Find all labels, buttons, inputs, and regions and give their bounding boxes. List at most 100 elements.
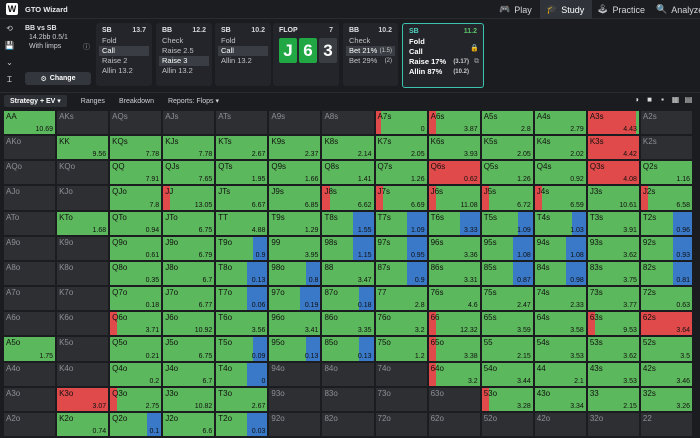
hand-cell[interactable]: 82o: [321, 411, 375, 437]
hand-cell[interactable]: 54o 3.44: [480, 361, 534, 387]
hand-cell[interactable]: 96s 3.36: [427, 235, 481, 261]
action-item[interactable]: Raise 3: [159, 56, 209, 66]
hand-cell[interactable]: T2o 0.03: [215, 411, 269, 437]
action-item[interactable]: Fold: [102, 36, 117, 45]
hand-cell[interactable]: K6s 3.93: [427, 135, 481, 161]
hand-cell[interactable]: K8s 2.14: [321, 135, 375, 161]
action-item[interactable]: Call: [218, 46, 268, 56]
hand-cell[interactable]: QTo 0.94: [109, 210, 163, 236]
hand-cell[interactable]: TT 4.88: [215, 210, 269, 236]
hand-cell[interactable]: 43o 3.34: [533, 386, 587, 412]
hand-cell[interactable]: 33 2.15: [586, 386, 640, 412]
hand-cell[interactable]: K9o: [56, 235, 110, 261]
hand-cell[interactable]: 52o: [480, 411, 534, 437]
save-icon[interactable]: 💾: [4, 41, 15, 50]
hand-cell[interactable]: 44 2.1: [533, 361, 587, 387]
hand-cell[interactable]: Q9o 0.61: [109, 235, 163, 261]
hand-cell[interactable]: T4o 0: [215, 361, 269, 387]
hand-cell[interactable]: 98s 1.15: [321, 235, 375, 261]
hand-cell[interactable]: J2o 6.6: [162, 411, 216, 437]
nav-study[interactable]: 🎓 Study: [540, 0, 592, 19]
hand-cell[interactable]: 64o 3.2: [427, 361, 481, 387]
hand-cell[interactable]: T4s 1.03: [533, 210, 587, 236]
hand-cell[interactable]: A6o: [3, 311, 57, 337]
hand-cell[interactable]: J3o 10.82: [162, 386, 216, 412]
hand-cell[interactable]: J2s 6.58: [639, 185, 693, 211]
hand-cell[interactable]: K6o: [56, 311, 110, 337]
hand-cell[interactable]: 93o: [268, 386, 322, 412]
hand-cell[interactable]: 55 2.15: [480, 336, 534, 362]
action-item[interactable]: Check: [343, 36, 398, 46]
hand-cell[interactable]: 72s 0.63: [639, 286, 693, 312]
action-item[interactable]: Bet 21% (1.5): [346, 46, 395, 56]
change-button[interactable]: ⚙ Change: [25, 72, 91, 85]
hand-cell[interactable]: J5o 6.75: [162, 336, 216, 362]
hand-cell[interactable]: 53o 3.28: [480, 386, 534, 412]
hand-cell[interactable]: Q8o 0.35: [109, 260, 163, 287]
hand-cell[interactable]: 42s 3.46: [639, 361, 693, 387]
hand-cell[interactable]: Q3o 2.75: [109, 386, 163, 412]
hand-cell[interactable]: KK 9.56: [56, 135, 110, 161]
action-item[interactable]: Raise 2.5: [162, 46, 194, 55]
hand-cell[interactable]: 92s 0.93: [639, 235, 693, 261]
hand-cell[interactable]: Q2s 1.16: [639, 160, 693, 186]
hand-cell[interactable]: KTs 2.67: [215, 135, 269, 161]
hand-cell[interactable]: AA 10.69: [3, 110, 57, 136]
hand-cell[interactable]: 53s 3.62: [586, 336, 640, 362]
hand-cell[interactable]: 76s 4.6: [427, 286, 481, 312]
hand-cell[interactable]: Q5s 1.26: [480, 160, 534, 186]
hand-cell[interactable]: KTo 1.68: [56, 210, 110, 236]
hand-cell[interactable]: J8o 6.7: [162, 260, 216, 287]
hand-cell[interactable]: 62o: [427, 411, 481, 437]
hand-cell[interactable]: 88 3.47: [321, 260, 375, 287]
nav-analyze[interactable]: 🔍Analyze: [656, 4, 700, 15]
hand-cell[interactable]: 32o: [586, 411, 640, 437]
view-small-icon[interactable]: ▪: [661, 95, 664, 104]
hand-cell[interactable]: K7s 2.05: [374, 135, 428, 161]
hand-cell[interactable]: 93s 3.62: [586, 235, 640, 261]
hand-cell[interactable]: 84o: [321, 361, 375, 387]
hand-cell[interactable]: KQo: [56, 160, 110, 186]
hand-cell[interactable]: A2o: [3, 411, 57, 437]
hand-cell[interactable]: T3o 2.67: [215, 386, 269, 412]
hand-cell[interactable]: A8s: [321, 110, 375, 136]
hand-cell[interactable]: Q9s 1.66: [268, 160, 322, 186]
hand-cell[interactable]: Q5o 0.21: [109, 336, 163, 362]
hand-cell[interactable]: T8s 1.55: [321, 210, 375, 236]
hand-cell[interactable]: JTo 6.75: [162, 210, 216, 236]
hand-cell[interactable]: Q7o 0.18: [109, 286, 163, 312]
hand-cell[interactable]: JTs 6.67: [215, 185, 269, 211]
tab-reports[interactable]: Reports: Flops ▾: [167, 98, 219, 105]
action-item[interactable]: Call: [99, 46, 149, 56]
hand-cell[interactable]: Q4s 0.92: [533, 160, 587, 186]
copy-icon[interactable]: ⧉: [474, 58, 479, 65]
action-item[interactable]: Allin 13.2: [221, 56, 252, 65]
hand-cell[interactable]: 99 3.95: [268, 235, 322, 261]
hand-cell[interactable]: J4o 6.7: [162, 361, 216, 387]
hand-cell[interactable]: QTs 1.95: [215, 160, 269, 186]
lock-icon[interactable]: 🔒: [470, 45, 479, 52]
hand-cell[interactable]: 97o 0.19: [268, 286, 322, 312]
hand-cell[interactable]: 64s 3.58: [533, 311, 587, 337]
hand-cell[interactable]: J6o 10.92: [162, 311, 216, 337]
hand-cell[interactable]: 98o 0.8: [268, 260, 322, 287]
hand-cell[interactable]: K8o: [56, 260, 110, 287]
hand-cell[interactable]: Q2o 0.1: [109, 411, 163, 437]
hand-cell[interactable]: K4s 2.02: [533, 135, 587, 161]
view-grid-icon[interactable]: ▦: [671, 95, 680, 104]
tab-breakdown[interactable]: Breakdown: [118, 97, 154, 105]
hand-cell[interactable]: ATo: [3, 210, 57, 236]
hand-cell[interactable]: 65s 3.59: [480, 311, 534, 337]
hand-cell[interactable]: A3o: [3, 386, 57, 412]
hand-cell[interactable]: K7o: [56, 286, 110, 312]
hand-cell[interactable]: 72o: [374, 411, 428, 437]
hand-cell[interactable]: K3s 4.42: [586, 135, 640, 161]
hand-cell[interactable]: 77 2.8: [374, 286, 428, 312]
action-item[interactable]: Allin 13.2: [162, 66, 193, 75]
hand-cell[interactable]: A7o: [3, 286, 57, 312]
hand-cell[interactable]: KQs 7.78: [109, 135, 163, 161]
hand-cell[interactable]: 62s 3.64: [639, 311, 693, 337]
hand-cell[interactable]: 42o: [533, 411, 587, 437]
hand-cell[interactable]: T2s 0.96: [639, 210, 693, 236]
hand-cell[interactable]: AQs: [109, 110, 163, 136]
